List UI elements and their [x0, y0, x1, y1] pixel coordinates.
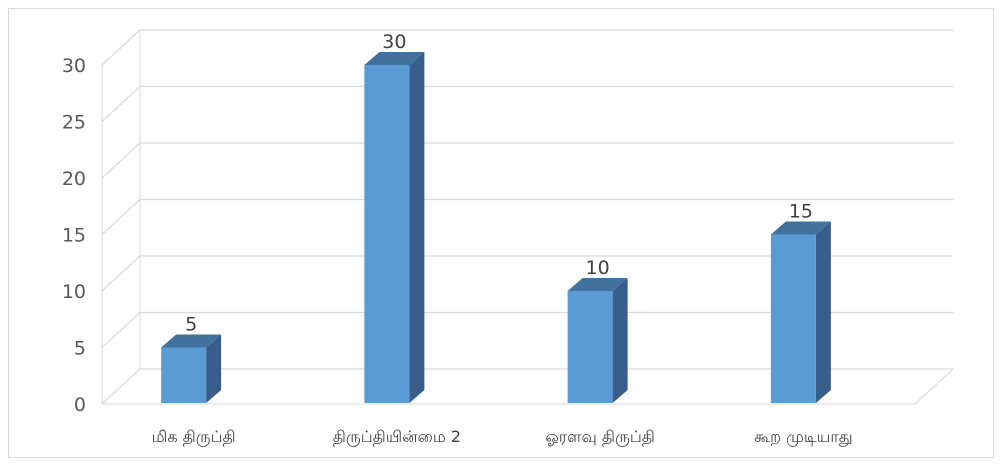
y-axis-tick-labels: 0 5 10 15 20 25 30 [62, 55, 86, 416]
bar-front-face [161, 347, 207, 403]
category-label: கூற முடியாது [754, 427, 852, 447]
data-label: 15 [789, 201, 813, 223]
category-label: மிக திருப்தி [152, 427, 236, 447]
gridline-diagonal [101, 312, 141, 348]
bar-top-face [364, 52, 425, 65]
bar-top-face [770, 221, 831, 235]
gridline-diagonal [101, 199, 141, 235]
gridline-diagonal [101, 142, 141, 179]
bar-top-face [161, 334, 222, 348]
bar [567, 278, 628, 403]
bars [161, 52, 831, 403]
y-tick-label: 15 [62, 225, 86, 247]
bar-side-face [409, 52, 425, 403]
bar-side-face [206, 334, 222, 403]
bar-front-face [364, 65, 410, 403]
gridline-diagonal [101, 29, 141, 66]
y-tick-label: 25 [62, 112, 86, 134]
bar [770, 221, 831, 403]
y-tick-label: 10 [62, 281, 86, 303]
data-labels: 5 30 10 15 [185, 31, 813, 336]
y-tick-label: 0 [74, 394, 86, 416]
category-label: திருப்தியின்மை 2 [333, 427, 461, 447]
gridline-diagonal [101, 86, 141, 122]
y-tick-label: 30 [62, 55, 86, 77]
category-label: ஓரளவு திருப்தி [545, 427, 654, 447]
data-label: 5 [185, 314, 197, 336]
bar-top-face [567, 278, 628, 291]
y-tick-label: 5 [74, 338, 86, 360]
gridline-diagonal [101, 368, 141, 405]
floor-right-edge [914, 368, 954, 405]
bar-front-face [567, 291, 613, 403]
data-label: 10 [586, 257, 610, 279]
bar [161, 334, 222, 403]
y-tick-label: 20 [62, 168, 86, 190]
bar [364, 52, 425, 403]
x-axis-category-labels: மிக திருப்தி திருப்தியின்மை 2 ஓரளவு திருப்… [152, 427, 853, 447]
bar-side-face [815, 221, 831, 403]
data-label: 30 [382, 31, 406, 53]
gridline-diagonal [101, 255, 141, 292]
bar-front-face [770, 234, 816, 403]
bar-side-face [612, 278, 628, 403]
